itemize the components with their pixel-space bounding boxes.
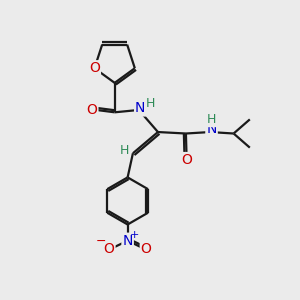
Text: H: H	[207, 113, 216, 126]
Text: O: O	[181, 153, 192, 167]
Text: N: N	[206, 122, 217, 136]
Text: H: H	[119, 144, 129, 158]
Text: +: +	[129, 230, 139, 240]
Text: −: −	[96, 235, 106, 248]
Text: N: N	[122, 234, 133, 248]
Text: O: O	[87, 103, 98, 117]
Text: H: H	[145, 97, 155, 110]
Text: O: O	[141, 242, 152, 256]
Text: O: O	[103, 242, 115, 256]
Text: O: O	[89, 61, 100, 75]
Text: N: N	[135, 101, 146, 116]
